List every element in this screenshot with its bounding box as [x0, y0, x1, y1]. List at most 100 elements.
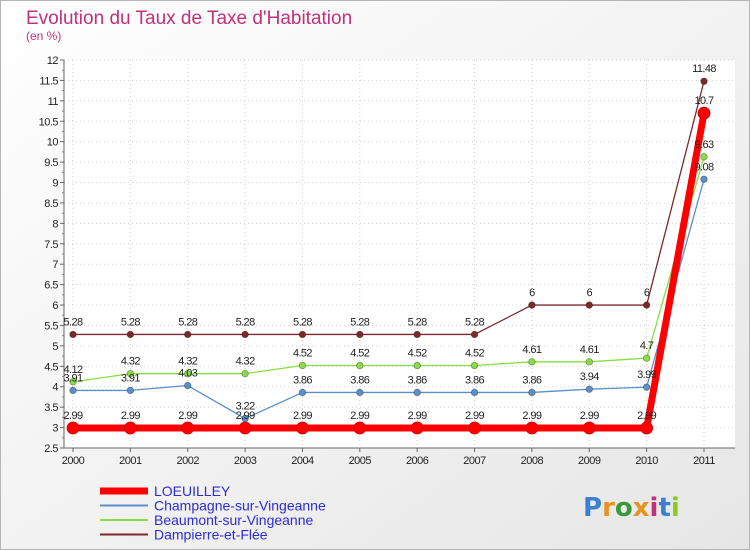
logo-letter: x — [633, 493, 650, 523]
data-labels: 2.99 2.99 2.99 2.99 2.99 2.99 2.99 2.99 2.99 2.99… — [63, 63, 716, 422]
legend-label: Beaumont-sur-Vingeanne — [154, 512, 314, 528]
data-label: 3.86 — [350, 374, 369, 386]
y-tick-label: 5.5 — [44, 320, 58, 332]
y-tick-label: 6.5 — [44, 280, 58, 292]
legend-label: LOEUILLEY — [154, 483, 231, 499]
data-point — [640, 421, 654, 435]
data-label: 2.99 — [293, 410, 312, 422]
data-label: 2.99 — [580, 410, 599, 422]
data-label: 3.99 — [637, 369, 656, 381]
data-label: 5.28 — [63, 316, 82, 328]
data-label: 2.99 — [522, 410, 541, 422]
data-label: 4.32 — [121, 356, 140, 368]
data-point — [298, 388, 307, 397]
data-point — [413, 361, 421, 370]
data-label: 4.32 — [236, 356, 255, 368]
series-line-2 — [72, 156, 705, 383]
data-point — [69, 378, 77, 386]
data-point — [582, 421, 596, 435]
logo-letter: t — [658, 493, 670, 523]
data-point — [356, 361, 364, 370]
logo-letter: i — [671, 493, 680, 523]
data-label: 2.99 — [178, 410, 197, 422]
data-point — [528, 301, 536, 309]
y-tick-label: 4.5 — [44, 361, 58, 373]
data-point — [697, 106, 711, 120]
data-point — [69, 330, 77, 339]
data-point — [184, 330, 192, 339]
data-point — [126, 369, 135, 378]
data-point — [356, 330, 364, 339]
x-tick-label: 2011 — [693, 455, 715, 467]
x-tick-label: 2008 — [521, 455, 544, 467]
y-tick-label: 3 — [52, 423, 58, 435]
data-point — [241, 330, 249, 339]
data-point — [413, 388, 421, 397]
data-label: 9.08 — [694, 161, 713, 173]
data-point — [181, 421, 195, 435]
y-tick-label: 9.5 — [44, 157, 58, 169]
data-point — [468, 421, 481, 435]
x-tick-label: 2000 — [62, 455, 85, 467]
data-point — [528, 388, 536, 397]
data-point — [525, 421, 539, 435]
data-label: 3.91 — [121, 372, 140, 384]
data-label: 5.28 — [121, 316, 140, 328]
data-label: 5.28 — [408, 316, 427, 328]
series-line-0 — [73, 112, 708, 432]
proxiti-logo: Proxiti — [583, 493, 680, 523]
plot-area — [64, 60, 735, 448]
y-tick-label: 8 — [52, 218, 58, 230]
data-label: 5.28 — [465, 316, 484, 328]
data-point — [184, 381, 192, 390]
y-tick-label: 12 — [47, 55, 59, 67]
data-point — [642, 383, 651, 391]
legend: LOEUILLEYChampagne-sur-VingeanneBeaumont… — [100, 483, 326, 543]
grid — [64, 59, 735, 449]
y-tick-label: 3.5 — [44, 402, 58, 414]
y-tick-label: 4 — [52, 382, 58, 394]
data-label: 3.86 — [522, 374, 541, 386]
data-label: 3.86 — [465, 374, 484, 386]
x-tick-label: 2001 — [119, 455, 142, 467]
logo-letter: r — [602, 493, 615, 523]
logo-text: Proxiti — [583, 493, 680, 523]
data-label: 4.61 — [522, 344, 541, 356]
y-tick-label: 2.5 — [44, 443, 58, 455]
data-point — [238, 421, 252, 435]
data-label: 5.28 — [178, 316, 197, 328]
data-point — [700, 153, 708, 161]
logo-letter: i — [650, 493, 659, 523]
y-tick-label: 11 — [48, 96, 59, 108]
data-label: 4.52 — [465, 347, 484, 359]
data-point — [241, 369, 249, 378]
y-tick-label: 7.5 — [44, 239, 58, 251]
data-label: 3.91 — [63, 372, 82, 384]
data-point — [700, 175, 708, 183]
data-label: 6 — [529, 287, 535, 299]
x-tick-label: 2003 — [234, 455, 257, 467]
x-tick-label: 2006 — [406, 455, 429, 467]
data-point — [298, 330, 307, 339]
data-label: 4.7 — [640, 340, 654, 352]
data-point — [123, 421, 137, 435]
data-label: 4.52 — [408, 347, 427, 359]
x-tick-label: 2009 — [578, 455, 601, 467]
legend-label: Champagne-sur-Vingeanne — [154, 498, 326, 514]
data-point — [642, 354, 651, 362]
data-label: 2.99 — [236, 410, 255, 422]
data-point — [470, 330, 479, 339]
x-tick-label: 2002 — [176, 455, 199, 467]
chart-subtitle: (en %) — [26, 29, 61, 43]
data-point — [410, 421, 424, 435]
data-label: 4.12 — [63, 364, 82, 376]
x-tick-label: 2004 — [291, 455, 314, 467]
data-point — [700, 77, 708, 85]
y-tick-label: 9 — [52, 178, 58, 190]
data-label: 5.28 — [293, 316, 312, 328]
data-label: 9.63 — [694, 139, 713, 151]
data-label: 6 — [587, 287, 593, 299]
data-label: 4.03 — [178, 368, 197, 380]
